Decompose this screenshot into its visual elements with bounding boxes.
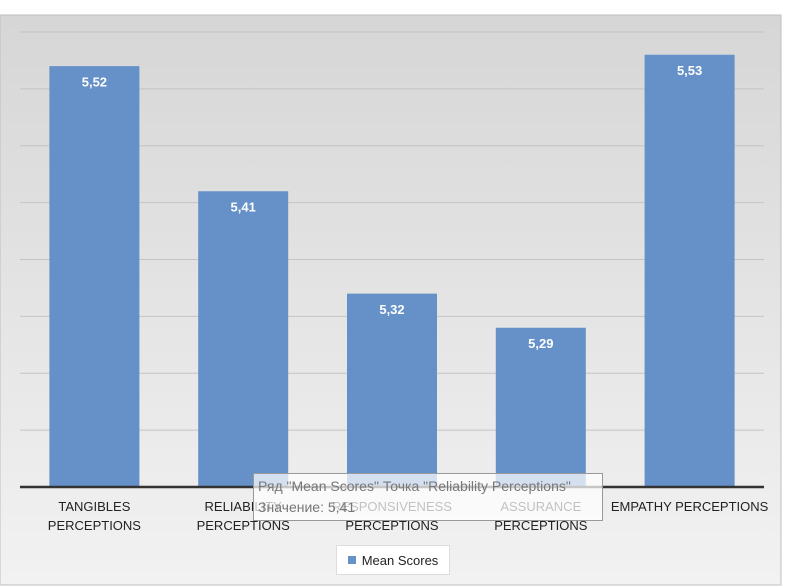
legend-label: Mean Scores (361, 552, 439, 568)
data-label: 5,53 (677, 63, 702, 78)
bar (347, 293, 437, 487)
bar (49, 66, 140, 487)
bar (495, 327, 586, 487)
legend-swatch (347, 556, 356, 564)
data-label: 5,41 (231, 200, 256, 215)
x-tick-label: TANGIBLES PERCEPTIONS (47, 499, 141, 533)
tooltip-line: Ряд "Mean Scores" Точка "Reliability Per… (258, 478, 571, 494)
data-label: 5,52 (82, 75, 107, 90)
legend: Mean Scores (336, 545, 450, 575)
bar (198, 191, 289, 487)
data-label: 5,29 (528, 336, 553, 351)
tooltip-line: Значение: 5,41 (258, 499, 356, 515)
data-label: 5,32 (379, 302, 404, 317)
x-tick-label: EMPATHY PERCEPTIONS (610, 499, 769, 514)
tooltip: Ряд "Mean Scores" Точка "Reliability Per… (253, 473, 603, 521)
bar (644, 54, 735, 487)
